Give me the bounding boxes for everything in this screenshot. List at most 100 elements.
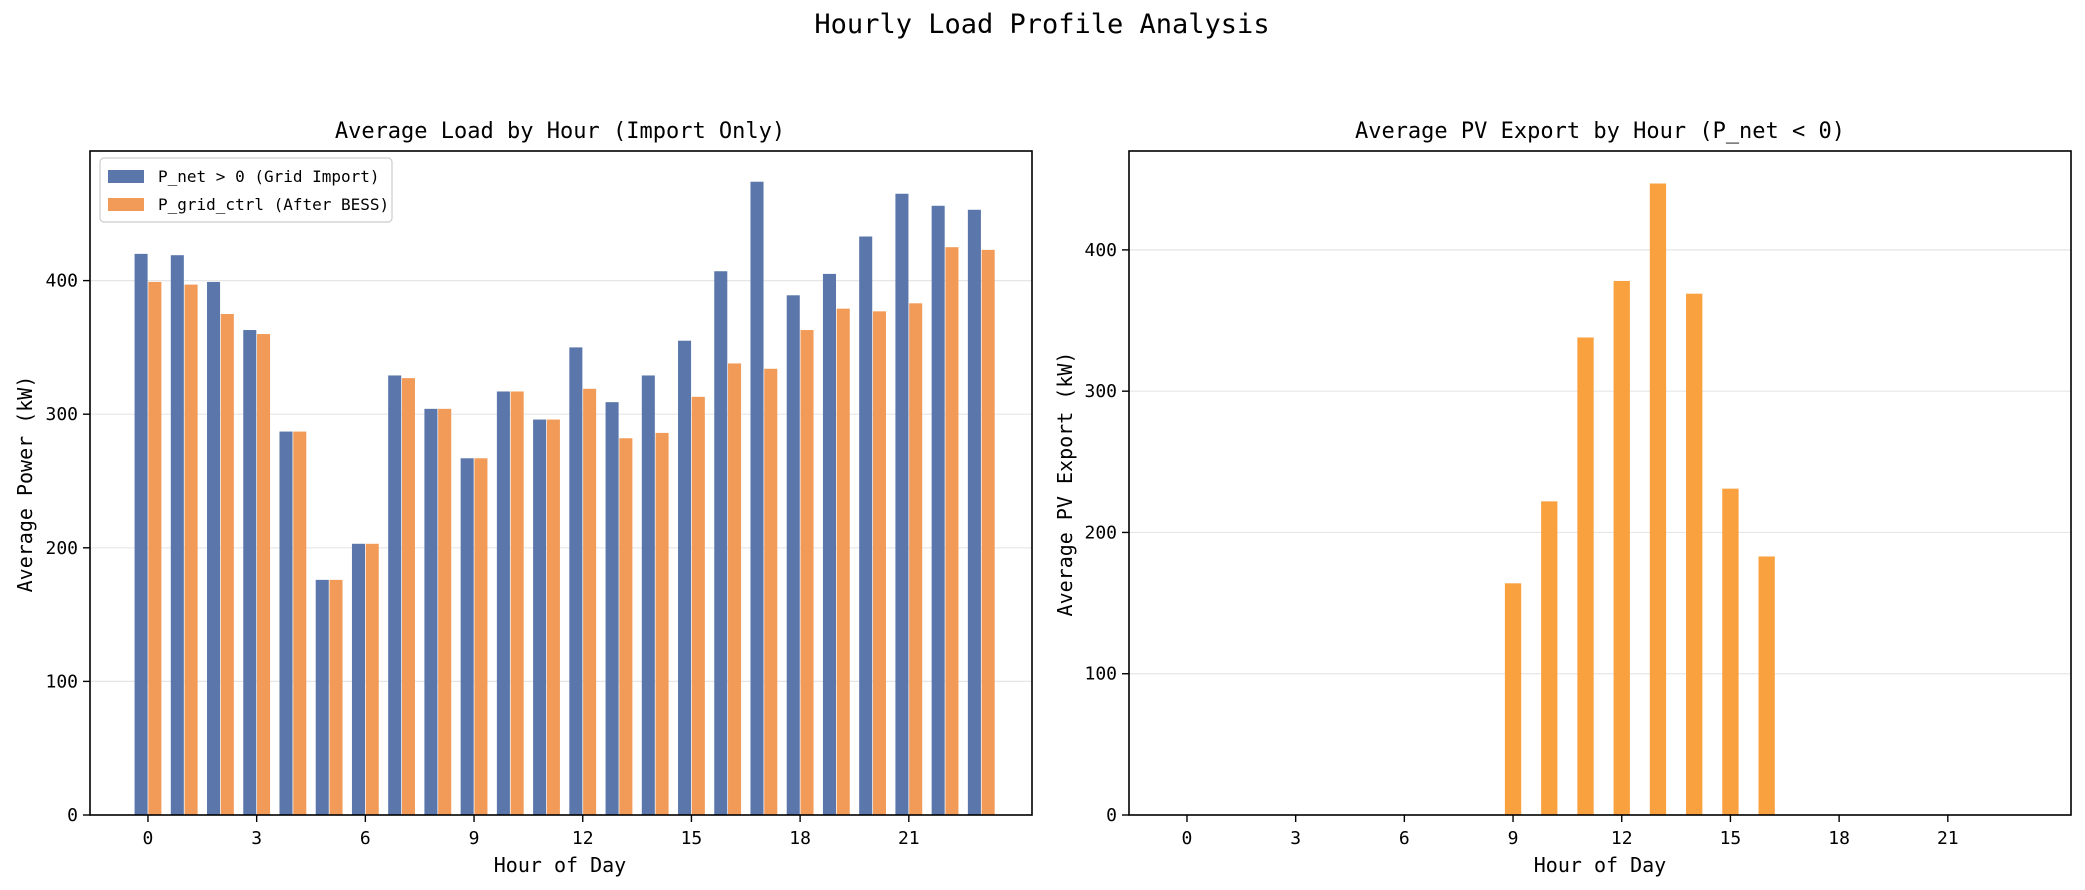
load-chart-ticks: 0 100 200 300 400 0 3 6 9 12 15 18 21 — [45, 271, 919, 849]
load-bar-s1-h20 — [872, 311, 886, 815]
load-bar-s0-h20 — [859, 236, 873, 816]
load-xtick-label-15: 15 — [681, 828, 703, 849]
load-bar-s1-h21 — [909, 303, 923, 815]
load-bar-s1-h11 — [546, 419, 560, 815]
load-bar-s1-h3 — [257, 334, 271, 815]
pv-ytick-label-400: 400 — [1084, 240, 1117, 261]
pv-xtick-label-21: 21 — [1937, 828, 1959, 849]
load-bar-s0-h4 — [279, 431, 293, 815]
pv-xtick-label-18: 18 — [1828, 828, 1850, 849]
pv-export-chart-ticks: 0 100 200 300 400 0 3 6 9 12 15 18 21 — [1084, 240, 1958, 849]
load-bar-s0-h6 — [351, 543, 365, 815]
load-bar-s1-h7 — [401, 378, 415, 815]
load-bar-s0-h5 — [315, 579, 329, 815]
load-bar-s0-h1 — [170, 255, 184, 816]
load-xtick-label-12: 12 — [572, 828, 594, 849]
pv-export-chart-ylabel: Average PV Export (kW) — [1053, 352, 1077, 617]
load-ytick-label-300: 300 — [45, 404, 78, 425]
pv-bar-s0-h15 — [1722, 488, 1739, 815]
load-bar-s1-h13 — [619, 438, 633, 815]
load-bar-s0-h19 — [822, 273, 836, 816]
pv-export-chart-bars — [1504, 183, 1775, 816]
load-bar-s1-h22 — [945, 247, 959, 815]
load-bar-s1-h17 — [764, 368, 778, 815]
load-bar-s1-h6 — [365, 543, 379, 815]
pv-export-chart-xlabel: Hour of Day — [1534, 853, 1666, 877]
load-bar-s0-h15 — [678, 340, 692, 815]
load-ytick-label-100: 100 — [45, 671, 78, 692]
load-bar-s1-h10 — [510, 391, 524, 815]
load-bar-s0-h22 — [931, 205, 945, 815]
pv-bar-s0-h9 — [1504, 583, 1522, 815]
load-bar-s0-h23 — [967, 209, 981, 815]
load-xtick-label-21: 21 — [898, 828, 920, 849]
load-bar-s1-h15 — [691, 396, 705, 815]
load-bar-s0-h7 — [388, 375, 402, 815]
load-ytick-label-200: 200 — [45, 538, 78, 559]
pv-xtick-label-9: 9 — [1508, 828, 1519, 849]
load-bar-s0-h21 — [895, 193, 909, 816]
load-bar-s0-h9 — [460, 458, 474, 815]
pv-bar-s0-h12 — [1613, 280, 1630, 815]
pv-xtick-label-3: 3 — [1290, 828, 1301, 849]
load-bar-s1-h19 — [836, 308, 850, 815]
load-xtick-label-6: 6 — [360, 828, 371, 849]
figure-title: Hourly Load Profile Analysis — [814, 9, 1269, 40]
pv-ytick-label-100: 100 — [1084, 664, 1117, 685]
pv-export-chart: Average PV Export by Hour (P_net < 0) Ho… — [1053, 119, 2072, 877]
load-bar-s0-h3 — [243, 330, 257, 815]
load-xtick-label-0: 0 — [143, 828, 154, 849]
load-bar-s1-h18 — [800, 330, 814, 815]
pv-export-chart-grid — [1129, 249, 2071, 675]
pv-export-chart-title: Average PV Export by Hour (P_net < 0) — [1355, 119, 1845, 144]
load-bar-s1-h0 — [148, 281, 162, 815]
load-bar-s0-h12 — [569, 347, 583, 815]
pv-bar-s0-h16 — [1758, 556, 1775, 815]
pv-bar-s0-h11 — [1577, 337, 1594, 815]
pv-xtick-label-0: 0 — [1182, 828, 1193, 849]
load-bar-s1-h1 — [184, 284, 198, 815]
load-xtick-label-9: 9 — [469, 828, 480, 849]
load-xtick-label-18: 18 — [789, 828, 811, 849]
load-ytick-label-0: 0 — [67, 805, 78, 826]
pv-export-chart-frame — [1128, 150, 2072, 816]
load-bar-s1-h9 — [474, 458, 488, 815]
load-bar-s1-h16 — [728, 363, 742, 815]
legend-swatch-grid-import — [108, 170, 144, 183]
load-bar-s1-h2 — [220, 313, 234, 815]
load-bar-s1-h23 — [981, 249, 995, 816]
load-bar-s1-h14 — [655, 432, 669, 815]
load-xtick-label-3: 3 — [251, 828, 262, 849]
load-ytick-label-400: 400 — [45, 271, 78, 292]
legend-label-after-bess: P_grid_ctrl (After BESS) — [158, 195, 389, 214]
load-chart: Average Load by Hour (Import Only) Hour … — [13, 119, 1033, 877]
legend-swatch-after-bess — [108, 198, 144, 211]
pv-xtick-label-6: 6 — [1399, 828, 1410, 849]
pv-bar-s0-h10 — [1541, 501, 1558, 815]
pv-ytick-label-0: 0 — [1106, 805, 1117, 826]
load-bar-s1-h12 — [583, 388, 597, 815]
load-bar-s1-h8 — [438, 408, 452, 815]
pv-ytick-label-300: 300 — [1084, 381, 1117, 402]
load-bar-s0-h17 — [750, 181, 764, 815]
load-bar-s1-h4 — [293, 431, 307, 815]
legend-box — [99, 157, 393, 223]
load-chart-bars — [134, 181, 995, 816]
load-bar-s0-h18 — [786, 295, 800, 815]
load-bar-s0-h8 — [424, 408, 438, 815]
load-bar-s0-h2 — [207, 281, 221, 815]
load-bar-s0-h11 — [533, 419, 547, 815]
load-chart-legend: P_net > 0 (Grid Import) P_grid_ctrl (Aft… — [99, 157, 393, 223]
load-bar-s1-h5 — [329, 579, 343, 815]
load-bar-s0-h13 — [605, 402, 619, 815]
load-bar-s0-h10 — [496, 391, 510, 815]
load-bar-s0-h16 — [714, 271, 728, 815]
load-chart-title: Average Load by Hour (Import Only) — [335, 119, 785, 144]
pv-xtick-label-12: 12 — [1611, 828, 1633, 849]
pv-bar-s0-h14 — [1686, 293, 1703, 816]
legend-label-grid-import: P_net > 0 (Grid Import) — [158, 167, 380, 186]
load-chart-frame — [89, 150, 1033, 816]
load-chart-xlabel: Hour of Day — [494, 853, 626, 877]
pv-xtick-label-15: 15 — [1720, 828, 1742, 849]
